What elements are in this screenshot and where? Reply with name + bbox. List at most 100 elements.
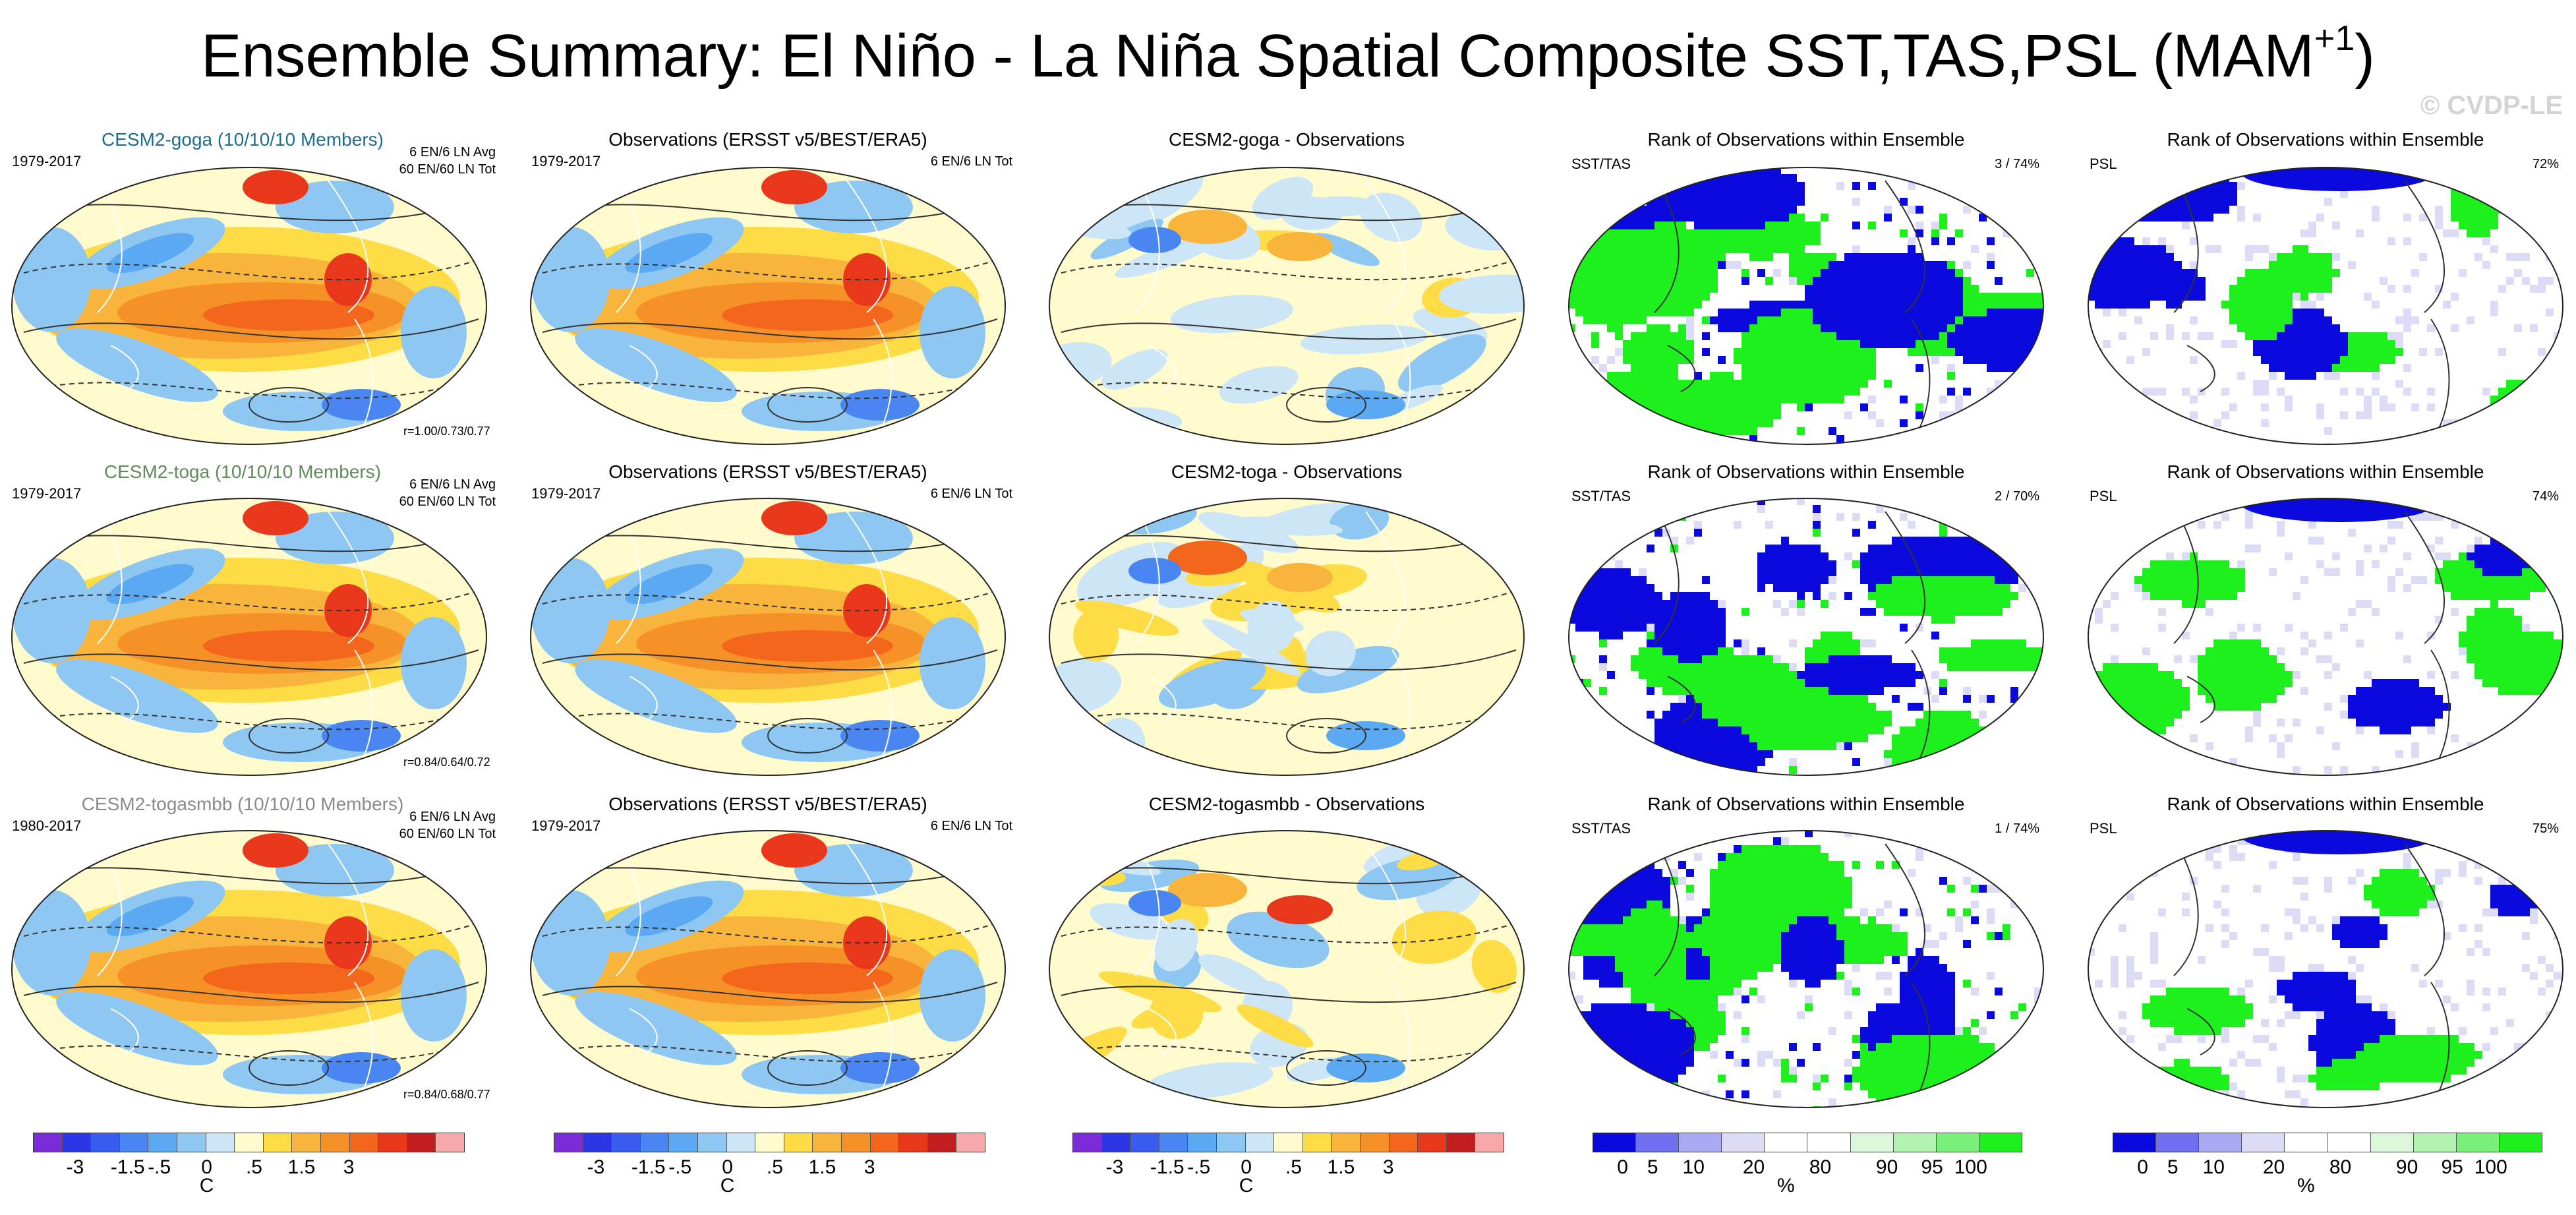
rank-cell bbox=[1710, 711, 1718, 719]
rank-cell bbox=[2190, 182, 2198, 190]
rank-cell bbox=[2561, 356, 2563, 364]
rank-cell bbox=[1583, 719, 1591, 726]
rank-cell bbox=[2380, 396, 2387, 403]
rank-cell bbox=[2498, 411, 2506, 419]
rank-cell bbox=[2451, 671, 2459, 679]
rank-cell bbox=[2372, 301, 2380, 309]
rank-cell bbox=[2126, 253, 2134, 261]
rank-cell bbox=[1781, 206, 1789, 214]
rank-cell bbox=[2490, 600, 2498, 608]
rank-cell bbox=[1599, 403, 1607, 411]
rank-cell bbox=[1789, 198, 1797, 206]
rank-cell bbox=[2261, 380, 2269, 388]
rank-cell bbox=[1670, 293, 1678, 301]
rank-cell bbox=[2158, 671, 2166, 679]
rank-cell bbox=[2403, 324, 2411, 332]
rank-cell bbox=[2498, 403, 2506, 411]
rank-cell bbox=[2166, 277, 2174, 285]
rank-cell bbox=[1797, 687, 1805, 695]
rank-cell bbox=[1805, 356, 1813, 364]
rank-cell bbox=[1615, 932, 1623, 940]
rank-cell bbox=[2482, 639, 2490, 647]
rank-cell bbox=[1852, 529, 1860, 537]
rank-cell bbox=[1821, 568, 1829, 576]
rank-cell bbox=[1797, 592, 1805, 600]
rank-cell bbox=[1702, 1003, 1710, 1011]
rank-cell bbox=[1947, 261, 1955, 269]
rank-cell bbox=[1813, 719, 1821, 726]
rank-cell bbox=[1884, 277, 1892, 285]
rank-cell bbox=[1686, 592, 1694, 600]
rank-cell bbox=[1647, 908, 1654, 916]
rank-cell bbox=[1821, 639, 1829, 647]
rank-cell bbox=[1765, 719, 1773, 726]
rank-cell bbox=[1662, 750, 1670, 758]
rank-cell bbox=[1821, 340, 1829, 348]
rank-cell bbox=[1583, 222, 1591, 229]
rank-cell bbox=[1876, 600, 1884, 608]
rank-cell bbox=[2229, 766, 2237, 774]
rank-cell bbox=[1860, 285, 1868, 293]
rank-cell bbox=[2213, 647, 2221, 655]
rank-cell bbox=[2490, 222, 2498, 229]
rank-cell bbox=[1742, 972, 1749, 980]
rank-cell bbox=[1631, 419, 1639, 427]
rank-cell bbox=[1805, 893, 1813, 901]
rank-cell bbox=[1591, 916, 1599, 924]
rank-cell bbox=[1805, 552, 1813, 560]
rank-cell bbox=[2206, 584, 2213, 592]
rank-cell bbox=[1678, 222, 1686, 229]
rank-cell bbox=[1686, 198, 1694, 206]
rank-cell bbox=[2134, 679, 2142, 687]
rank-cell bbox=[2427, 726, 2435, 734]
rank-cell bbox=[1963, 293, 1971, 301]
map-panel-r2-c5 bbox=[2088, 498, 2563, 776]
rank-cell bbox=[2095, 719, 2103, 726]
rank-cell bbox=[1813, 356, 1821, 364]
rank-cell bbox=[1742, 845, 1749, 853]
rank-cell bbox=[2142, 167, 2150, 174]
rank-cell bbox=[2324, 340, 2332, 348]
rank-cell bbox=[1569, 861, 1575, 869]
rank-cell bbox=[1844, 948, 1852, 956]
rank-cell bbox=[1765, 277, 1773, 285]
rank-cell bbox=[2356, 364, 2364, 372]
rank-cell bbox=[1829, 940, 1836, 948]
rank-cell bbox=[2474, 624, 2482, 632]
rank-cell bbox=[2474, 663, 2482, 671]
rank-cell bbox=[1797, 396, 1805, 403]
rank-cell bbox=[1821, 687, 1829, 695]
rank-cell bbox=[1931, 277, 1939, 285]
rank-cell bbox=[1892, 679, 1900, 687]
rank-cell bbox=[2229, 293, 2237, 301]
rank-cell bbox=[1765, 948, 1773, 956]
coastline bbox=[1134, 180, 1411, 432]
rank-cell bbox=[1955, 663, 1963, 671]
rank-cell bbox=[2010, 364, 2018, 372]
rank-cell bbox=[1734, 908, 1742, 916]
rank-cell bbox=[2174, 206, 2182, 214]
rank-cell bbox=[2134, 742, 2142, 750]
rank-cell bbox=[1607, 245, 1615, 253]
rank-cell bbox=[2387, 521, 2395, 529]
rank-cell bbox=[2522, 388, 2530, 396]
rank-cell bbox=[1931, 980, 1939, 988]
rank-cell bbox=[2546, 632, 2554, 639]
rank-cell bbox=[1900, 734, 1908, 742]
rank-cell bbox=[2498, 190, 2506, 198]
rank-cell bbox=[2403, 679, 2411, 687]
rank-cell bbox=[2206, 245, 2213, 253]
rank-cell bbox=[2095, 687, 2103, 695]
rank-cell bbox=[1868, 309, 1876, 316]
rank-cell bbox=[1789, 671, 1797, 679]
rank-cell bbox=[1852, 940, 1860, 948]
rank-cell bbox=[1892, 695, 1900, 703]
rank-cell bbox=[1647, 972, 1654, 980]
rank-cell bbox=[2459, 584, 2467, 592]
rank-cell bbox=[1868, 277, 1876, 285]
rank-cell bbox=[1718, 419, 1726, 427]
rank-cell bbox=[2119, 214, 2126, 222]
rank-cell bbox=[1836, 324, 1844, 332]
rank-cell bbox=[2206, 198, 2213, 206]
cool-anomaly-core bbox=[625, 564, 713, 605]
